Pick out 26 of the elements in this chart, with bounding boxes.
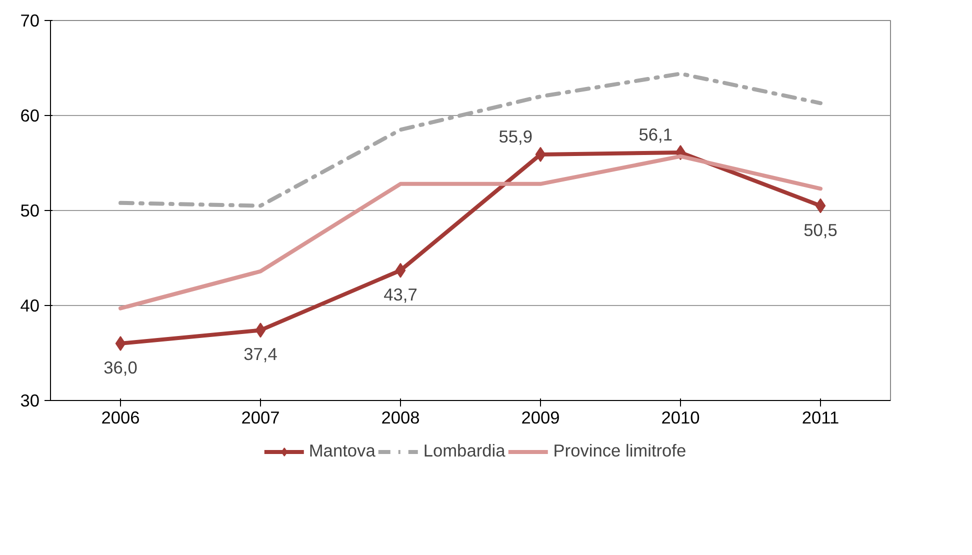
legend-label: Province limitrofe xyxy=(553,440,686,462)
point xyxy=(535,146,546,162)
data-label: 37,4 xyxy=(244,344,278,364)
legend-label: Mantova xyxy=(308,440,376,462)
y-tick-label: 30 xyxy=(20,390,40,410)
legend-label: Lombardia xyxy=(423,440,506,462)
x-tick-label: 2009 xyxy=(521,408,560,428)
point xyxy=(115,336,126,351)
x-tick-label: 2010 xyxy=(661,408,700,428)
point xyxy=(815,198,826,214)
data-label: 55,9 xyxy=(498,126,533,146)
data-label: 56,1 xyxy=(638,124,673,145)
point xyxy=(255,322,266,338)
x-tick-label: 2006 xyxy=(101,408,140,428)
data-label: 50,5 xyxy=(804,220,838,240)
x-tick-label: 2007 xyxy=(241,408,280,428)
y-tick-label: 70 xyxy=(20,10,40,30)
data-label: 43,7 xyxy=(384,284,418,304)
line-series xyxy=(118,72,822,208)
data-label: 36,0 xyxy=(104,358,138,378)
y-tick-label: 40 xyxy=(20,296,40,316)
point xyxy=(395,262,406,278)
y-tick-label: 50 xyxy=(20,200,40,220)
x-tick-label: 2008 xyxy=(381,408,420,428)
x-tick-label: 2011 xyxy=(802,408,840,428)
y-tick-label: 60 xyxy=(20,106,40,126)
